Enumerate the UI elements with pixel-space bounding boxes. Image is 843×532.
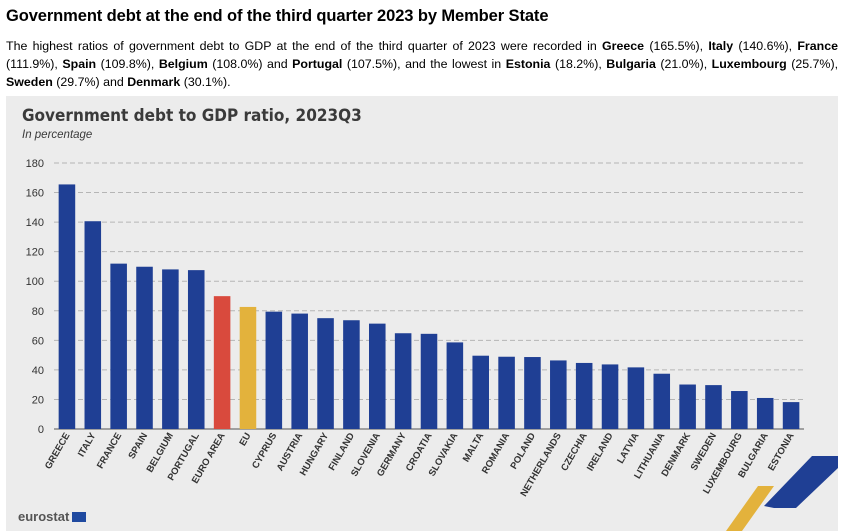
intro-paragraph: The highest ratios of government debt to… bbox=[6, 39, 839, 89]
bar-chart: 0 20 40 60 80 100 120 140 160 180 GREECE ITALYFRANC… bbox=[26, 158, 838, 531]
chart-title: Government debt to GDP ratio, 2023Q3 bbox=[22, 106, 362, 126]
bar-hungary bbox=[317, 318, 334, 429]
bar-euro-area bbox=[213, 296, 231, 429]
x-tick-label: ITALY bbox=[76, 430, 99, 458]
bar-greece bbox=[58, 184, 76, 429]
bar-finland bbox=[343, 320, 360, 429]
x-tick-label: CYPRUS bbox=[250, 431, 279, 471]
bar-austria bbox=[291, 313, 308, 429]
bar-luxembourg bbox=[731, 391, 748, 429]
y-tick-label: 0 bbox=[38, 424, 44, 436]
y-tick-label: 100 bbox=[26, 276, 44, 288]
bar-belgium bbox=[162, 269, 179, 429]
bar-germany bbox=[394, 333, 412, 429]
x-tick-label: GREECE bbox=[43, 431, 73, 471]
eurostat-logo: eurostat bbox=[18, 509, 87, 524]
bar-lithuania bbox=[653, 373, 671, 429]
x-tick-label: ESTONIA bbox=[766, 431, 797, 473]
yellow-ribbon bbox=[726, 486, 774, 531]
bar-slovenia bbox=[369, 323, 386, 429]
x-tick-label: IRELAND bbox=[585, 431, 616, 473]
bar-croatia bbox=[420, 333, 438, 429]
bar-czechia bbox=[575, 362, 593, 429]
eu-flag-icon bbox=[72, 511, 87, 522]
logo-text: eurostat bbox=[18, 509, 70, 524]
y-tick-label: 120 bbox=[26, 247, 44, 259]
chart-panel: Government debt to GDP ratio, 2023Q3 In … bbox=[6, 96, 838, 531]
y-tick-label: 140 bbox=[26, 217, 44, 229]
x-tick-label: LATVIA bbox=[615, 431, 641, 466]
bar-slovakia bbox=[446, 342, 464, 429]
blue-ribbon bbox=[764, 456, 838, 508]
y-tick-label: 60 bbox=[32, 335, 44, 347]
bar-malta bbox=[472, 355, 489, 429]
x-tick-label: MALTA bbox=[461, 431, 487, 464]
x-tick-label: SPAIN bbox=[126, 431, 150, 461]
bar-sweden bbox=[705, 385, 722, 429]
x-tick-label: FRANCE bbox=[95, 431, 124, 471]
bar-ireland bbox=[601, 364, 619, 429]
y-tick-label: 160 bbox=[26, 188, 44, 200]
y-tick-label: 180 bbox=[26, 158, 44, 170]
bar-cyprus bbox=[265, 311, 283, 429]
eu-ribbon-decoration bbox=[726, 456, 838, 531]
bar-italy bbox=[84, 221, 102, 429]
bar-estonia bbox=[782, 402, 800, 429]
y-tick-label: 80 bbox=[32, 306, 44, 318]
y-tick-label: 20 bbox=[32, 394, 44, 406]
chart-subtitle: In percentage bbox=[22, 129, 93, 141]
bar-france bbox=[110, 263, 127, 429]
bar-portugal bbox=[187, 270, 205, 429]
bar-poland bbox=[524, 357, 541, 429]
bar-netherlands bbox=[550, 360, 567, 429]
bar-latvia bbox=[627, 367, 645, 429]
bar-romania bbox=[498, 356, 515, 429]
y-tick-label: 40 bbox=[32, 365, 44, 377]
bar-spain bbox=[136, 266, 153, 429]
x-tick-label: EU bbox=[237, 431, 253, 448]
page-heading: Government debt at the end of the third … bbox=[6, 7, 549, 25]
bar-bulgaria bbox=[756, 397, 774, 429]
bar-denmark bbox=[679, 384, 696, 429]
bar-eu bbox=[239, 306, 257, 429]
